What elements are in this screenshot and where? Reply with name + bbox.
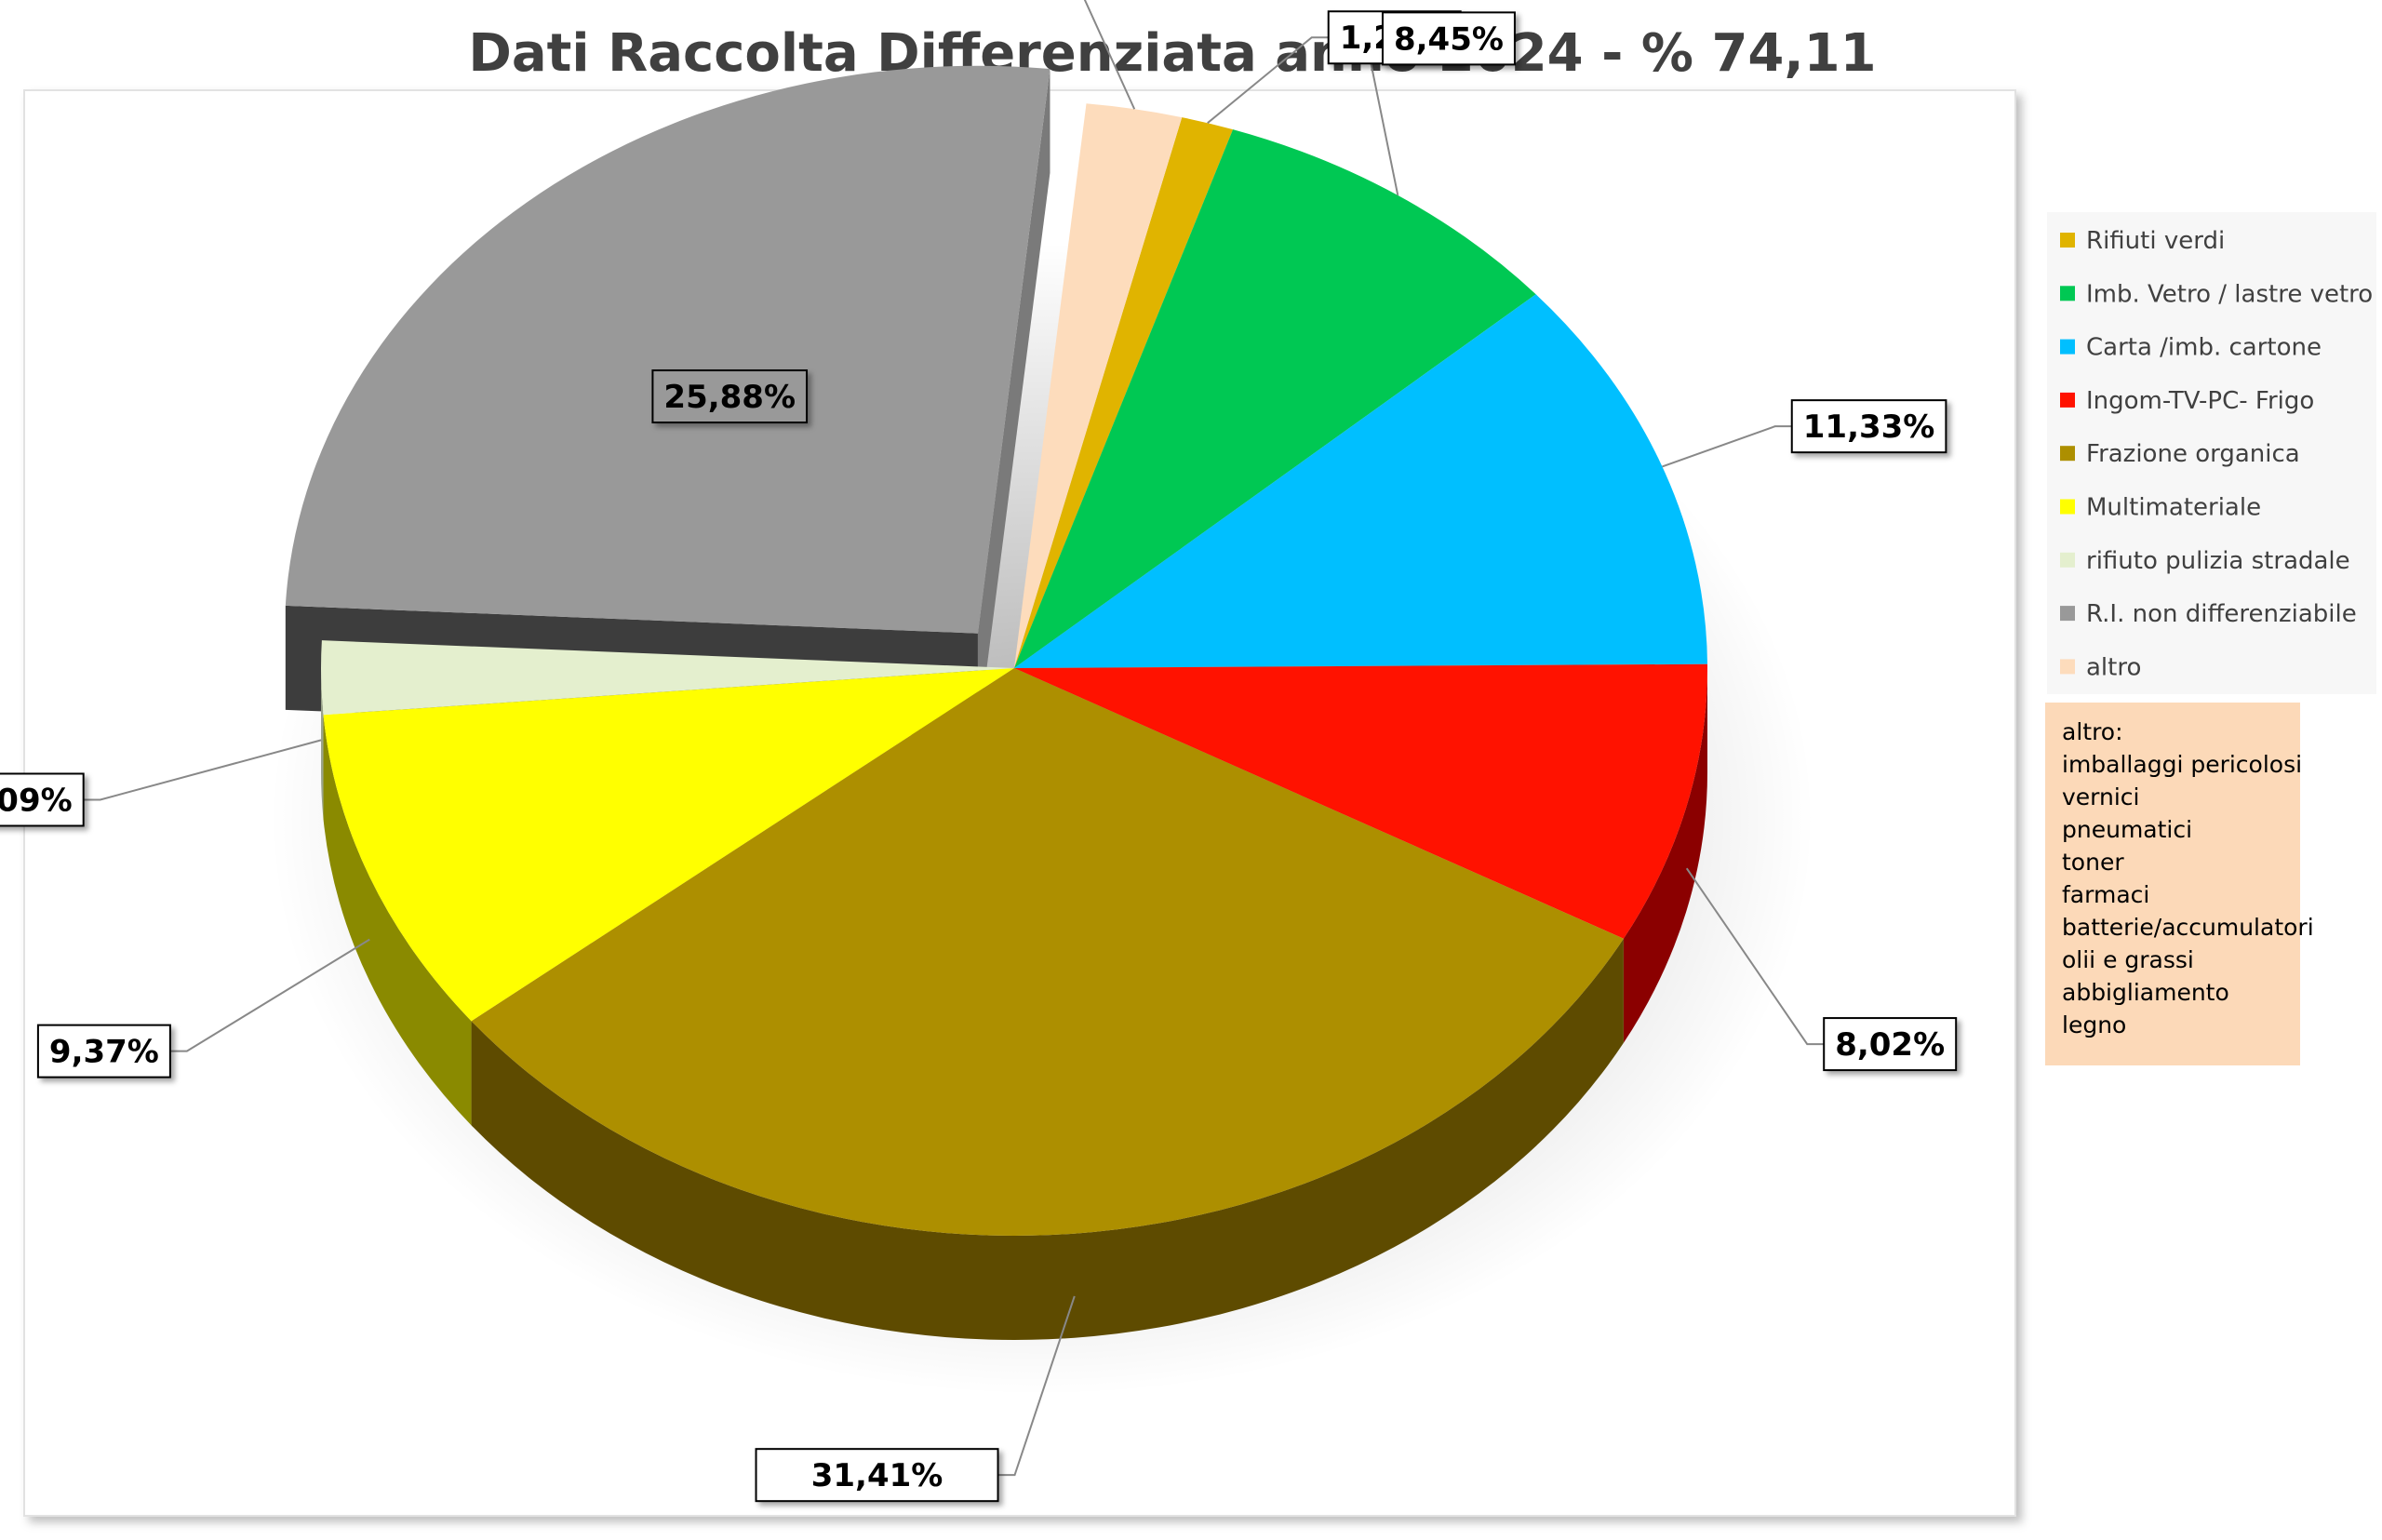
legend-swatch bbox=[2060, 552, 2075, 568]
note-line: altro: bbox=[2062, 718, 2123, 745]
data-label-box bbox=[651, 369, 809, 424]
legend-entry: rifiuto pulizia stradale bbox=[2086, 547, 2350, 575]
leader-line bbox=[83, 739, 322, 801]
note-line: legno bbox=[2062, 1011, 2127, 1038]
slice-side-3 bbox=[1623, 668, 1707, 1043]
pie-slice-7 bbox=[285, 65, 1050, 634]
legend-entry: Imb. Vetro / lastre vetro bbox=[2086, 280, 2373, 308]
note-line: vernici bbox=[2062, 783, 2140, 810]
pie-slice-2 bbox=[1014, 294, 1707, 668]
pie-slice-4 bbox=[471, 668, 1624, 1236]
note-line: toner bbox=[2062, 849, 2124, 876]
data-label: 2,09% bbox=[0, 772, 85, 827]
slice-side-5 bbox=[323, 715, 472, 1126]
legend-swatch bbox=[2060, 233, 2075, 248]
data-label: 11,33% bbox=[1790, 399, 1947, 454]
data-label-text: 25,88% bbox=[663, 379, 796, 416]
data-label: 8,02% bbox=[1823, 1017, 1958, 1072]
data-label-text: 31,41% bbox=[811, 1457, 943, 1494]
slice-side-4 bbox=[471, 938, 1624, 1340]
data-label-box bbox=[755, 1448, 999, 1503]
legend-swatch bbox=[2060, 339, 2075, 355]
note-line: abbigliamento bbox=[2062, 979, 2229, 1006]
altro-note: altro: imballaggi pericolosi vernici pne… bbox=[2045, 703, 2314, 1065]
pie-slice-8 bbox=[1014, 103, 1183, 669]
pie-slice-5 bbox=[323, 668, 1014, 1022]
legend-swatch bbox=[2060, 286, 2075, 301]
data-label: 9,37% bbox=[36, 1024, 171, 1078]
legend-entry: Multimateriale bbox=[2086, 494, 2261, 522]
legend-swatch bbox=[2060, 392, 2075, 408]
legend-entry: R.I. non differenziabile bbox=[2086, 600, 2357, 628]
data-label-text: 8,45% bbox=[1394, 20, 1504, 58]
data-label: 8,45% bbox=[1381, 11, 1516, 66]
note-line: imballaggi pericolosi bbox=[2062, 751, 2303, 778]
legend-swatch bbox=[2060, 659, 2075, 675]
data-label-text: 11,33% bbox=[1803, 408, 1935, 446]
data-label-box bbox=[36, 1024, 171, 1078]
note-line: olii e grassi bbox=[2062, 946, 2194, 973]
data-label: 25,88% bbox=[651, 369, 809, 424]
legend-swatch bbox=[2060, 446, 2075, 462]
slice-side-6 bbox=[321, 668, 324, 820]
legend-entry: altro bbox=[2086, 653, 2141, 681]
legend-swatch bbox=[2060, 606, 2075, 622]
data-label-box bbox=[0, 772, 85, 827]
legend-entry: Carta /imb. cartone bbox=[2086, 334, 2322, 362]
slice-side-wall bbox=[977, 69, 1050, 738]
leader-line bbox=[1083, 0, 1136, 110]
data-label-box bbox=[1790, 399, 1947, 454]
leader-line bbox=[169, 938, 370, 1052]
legend-box bbox=[2047, 212, 2376, 694]
legend: Rifiuti verdi Imb. Vetro / lastre vetro Ca… bbox=[2047, 212, 2376, 694]
legend-entry: Rifiuti verdi bbox=[2086, 227, 2225, 255]
leader-line bbox=[1662, 425, 1792, 468]
data-label-box bbox=[1823, 1017, 1958, 1072]
note-line: batterie/accumulatori bbox=[2062, 914, 2314, 941]
data-label-text: 2,09% bbox=[0, 782, 73, 819]
data-label-text: 9,37% bbox=[49, 1034, 159, 1071]
leader-line bbox=[1685, 867, 1825, 1046]
legend-swatch bbox=[2060, 499, 2075, 515]
pie-slice-6 bbox=[320, 640, 1014, 716]
pie-slice-1 bbox=[1014, 129, 1536, 668]
note-line: pneumatici bbox=[2062, 816, 2193, 843]
pie-slice-3 bbox=[1014, 663, 1707, 939]
leader-line bbox=[1207, 36, 1329, 124]
legend-entry: Frazione organica bbox=[2086, 440, 2300, 468]
data-label-box bbox=[1381, 11, 1516, 66]
note-line: farmaci bbox=[2062, 881, 2150, 908]
chart-title: Dati Raccolta Differenziata anno 2024 - … bbox=[468, 23, 1876, 84]
pie-slice-0 bbox=[1014, 117, 1234, 668]
leader-line bbox=[997, 1295, 1076, 1477]
data-label: 31,41% bbox=[755, 1448, 999, 1503]
legend-entry: Ingom-TV-PC- Frigo bbox=[2086, 387, 2314, 415]
data-label-text: 8,02% bbox=[1835, 1026, 1945, 1064]
